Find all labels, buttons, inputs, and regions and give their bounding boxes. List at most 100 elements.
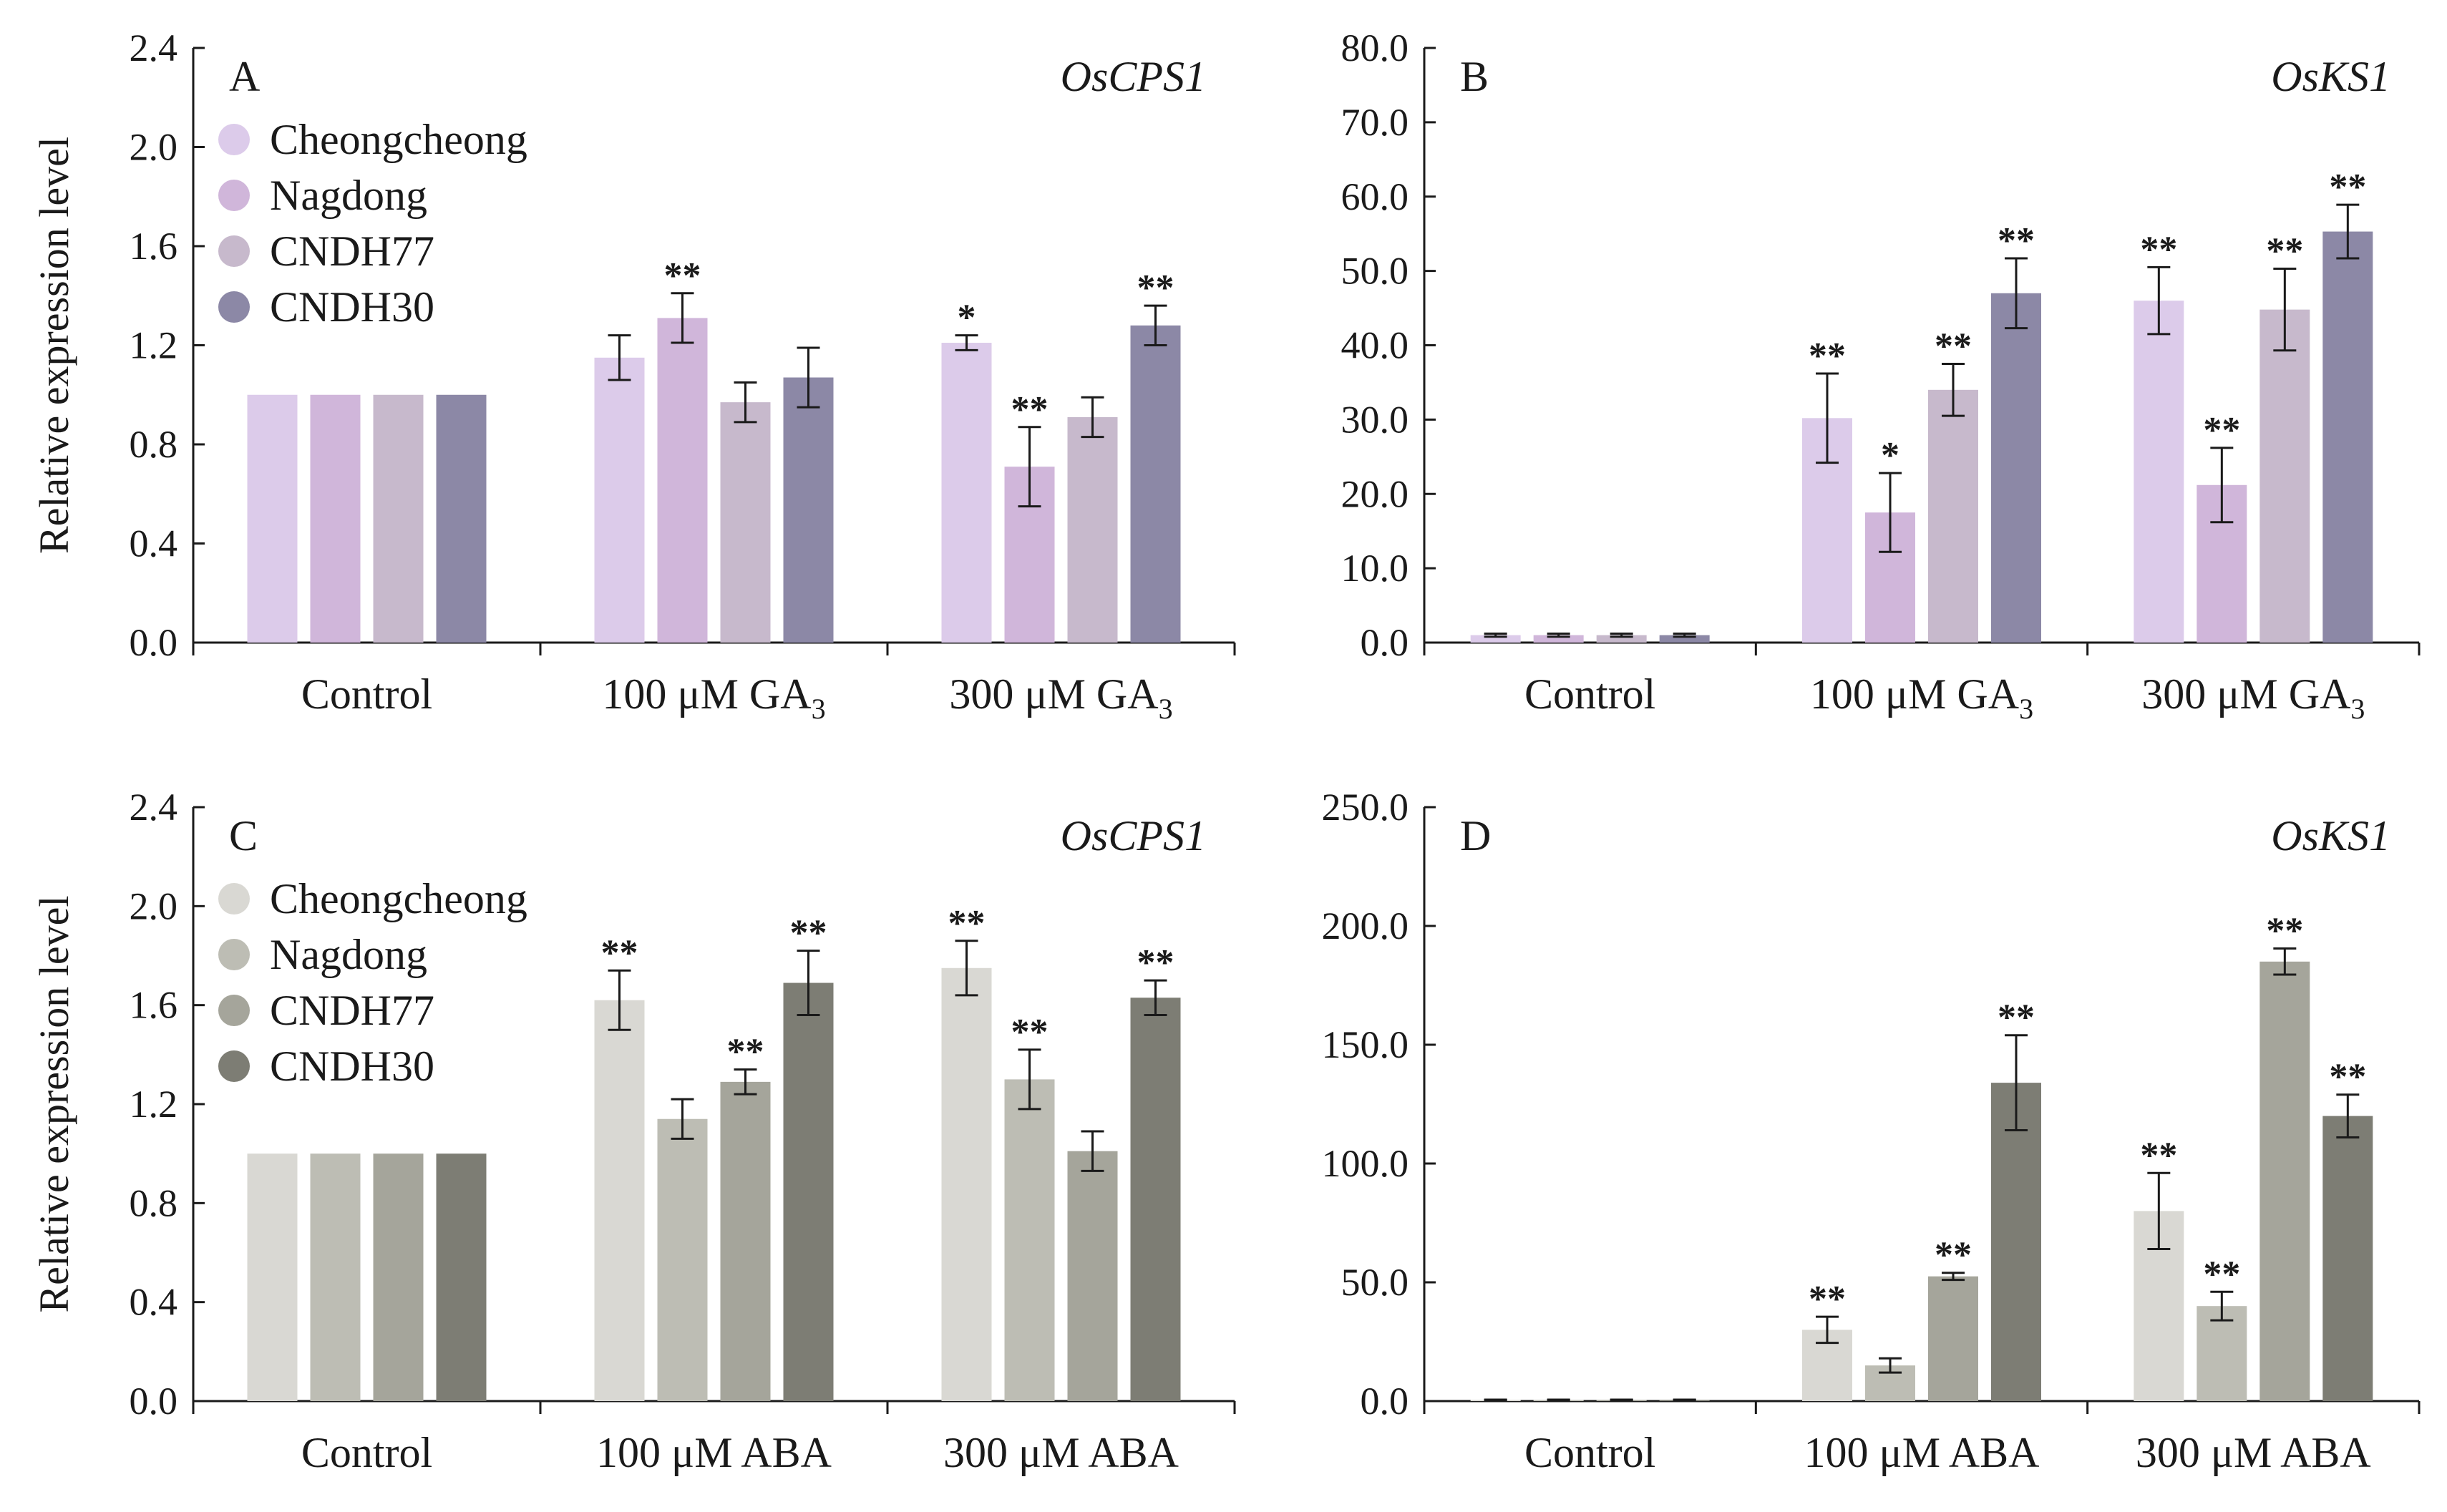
- x-category-main: Control: [301, 1429, 432, 1476]
- significance-mark: **: [2266, 911, 2303, 952]
- significance-mark: **: [1809, 336, 1846, 376]
- x-category-main: 100 μM ABA: [596, 1429, 832, 1476]
- x-category-main: Control: [301, 670, 432, 718]
- bar: [2197, 1306, 2247, 1401]
- bar: [1991, 1083, 2041, 1401]
- x-category-main: Control: [1524, 1429, 1655, 1476]
- x-category-main: 100 μM GA: [1810, 670, 2019, 718]
- bar: [1928, 1276, 1978, 1401]
- bar: [373, 394, 424, 643]
- significance-mark: **: [1137, 942, 1174, 983]
- y-tick-label: 0.8: [130, 423, 178, 466]
- significance-mark: **: [2266, 231, 2303, 272]
- legend-label: CNDH77: [270, 228, 434, 275]
- x-category-main: 300 μM GA: [949, 670, 1158, 718]
- y-tick-label: 100.0: [1322, 1142, 1409, 1185]
- legend-swatch: [218, 291, 250, 323]
- legend-label: Nagdong: [270, 931, 427, 978]
- bar: [1991, 293, 2041, 643]
- gene-name: OsKS1: [2271, 53, 2390, 100]
- significance-mark: **: [2203, 1254, 2240, 1294]
- significance-mark: **: [1011, 389, 1049, 430]
- y-tick-label: 150.0: [1322, 1023, 1409, 1066]
- panel-letter: A: [229, 53, 260, 100]
- significance-mark: *: [1881, 435, 1899, 476]
- y-tick-label: 0.4: [130, 522, 178, 565]
- y-tick-label: 0.8: [130, 1181, 178, 1224]
- legend-label: Cheongcheong: [270, 116, 527, 163]
- y-axis-title: Relative expression level: [31, 137, 77, 554]
- y-axis-title: Relative expression level: [31, 895, 77, 1312]
- panel-letter: C: [229, 812, 258, 859]
- x-category-main: 300 μM ABA: [943, 1429, 1179, 1476]
- y-tick-label: 2.0: [130, 884, 178, 927]
- significance-mark: **: [1935, 1235, 1972, 1276]
- bar: [594, 1000, 645, 1401]
- y-tick-label: 1.6: [130, 225, 178, 268]
- bar: [436, 1153, 487, 1401]
- bar: [1659, 635, 1710, 643]
- y-tick-label: 80.0: [1341, 26, 1409, 69]
- bar: [1004, 1079, 1055, 1401]
- chart-panel-b: 0.0 10.0 20.0 30.0 40.0 50.0 60.0 70.0 80.0 Contr…: [1341, 26, 2421, 725]
- x-category-main: 300 μM GA: [2141, 670, 2350, 718]
- bar: [1928, 389, 1978, 643]
- y-tick-label: 0.0: [130, 1380, 178, 1423]
- y-tick-label: 30.0: [1341, 398, 1409, 441]
- panel-letter: B: [1460, 53, 1489, 100]
- chart-panel-c: 0.0 0.4 0.8 1.2 1.6 2.0 2.4 Control 100 μM ABA 30…: [31, 786, 1236, 1476]
- bar: [1130, 998, 1181, 1401]
- bar: [2134, 301, 2184, 643]
- significance-mark: **: [1998, 220, 2035, 261]
- x-category-label: 300 μM ABA: [943, 1429, 1179, 1476]
- legend: Cheongcheong Nagdong CNDH77 CNDH30: [218, 875, 527, 1090]
- bar: [1470, 635, 1521, 643]
- x-category-label: Control: [301, 1429, 432, 1476]
- x-category-label: 300 μM ABA: [2136, 1429, 2371, 1476]
- significance-mark: **: [2329, 167, 2366, 208]
- y-tick-label: 2.0: [130, 126, 178, 169]
- bar: [2259, 309, 2310, 643]
- significance-mark: **: [664, 255, 701, 296]
- x-category-label: 100 μM GA3: [602, 670, 825, 725]
- bar: [657, 1118, 708, 1401]
- significance-mark: **: [2140, 229, 2177, 270]
- x-category-label: 100 μM ABA: [1804, 1429, 2040, 1476]
- bar: [310, 1153, 361, 1401]
- bar: [310, 394, 361, 643]
- bar: [2322, 231, 2373, 643]
- bar: [720, 1081, 771, 1401]
- x-category-main: Control: [1524, 670, 1655, 718]
- y-tick-label: 2.4: [130, 786, 178, 829]
- y-tick-label: 1.6: [130, 984, 178, 1027]
- bar: [2259, 961, 2310, 1401]
- bar: [1596, 635, 1647, 643]
- bar: [783, 377, 834, 643]
- bar: [373, 1153, 424, 1401]
- y-tick-label: 250.0: [1322, 786, 1409, 829]
- y-tick-label: 60.0: [1341, 175, 1409, 218]
- legend-label: CNDH77: [270, 987, 434, 1034]
- y-tick-label: 0.0: [1361, 1380, 1409, 1423]
- bar: [247, 394, 298, 643]
- significance-mark: **: [2329, 1057, 2366, 1098]
- bar: [941, 343, 992, 643]
- x-category-label: 100 μM ABA: [596, 1429, 832, 1476]
- x-category-main: 100 μM ABA: [1804, 1429, 2040, 1476]
- x-category-subscript: 3: [812, 693, 826, 725]
- significance-mark: **: [2203, 410, 2240, 451]
- bar: [720, 402, 771, 643]
- bar: [1130, 325, 1181, 643]
- x-category-main: 100 μM GA: [602, 670, 811, 718]
- bar: [247, 1153, 298, 1401]
- y-tick-label: 40.0: [1341, 324, 1409, 367]
- bar: [436, 394, 487, 643]
- significance-mark: **: [601, 932, 638, 973]
- legend-label: CNDH30: [270, 1043, 434, 1090]
- bar: [941, 967, 992, 1401]
- gene-name: OsCPS1: [1061, 53, 1206, 100]
- significance-mark: **: [727, 1032, 764, 1073]
- y-tick-label: 1.2: [130, 324, 178, 367]
- legend-swatch: [218, 995, 250, 1026]
- y-tick-label: 50.0: [1341, 1261, 1409, 1304]
